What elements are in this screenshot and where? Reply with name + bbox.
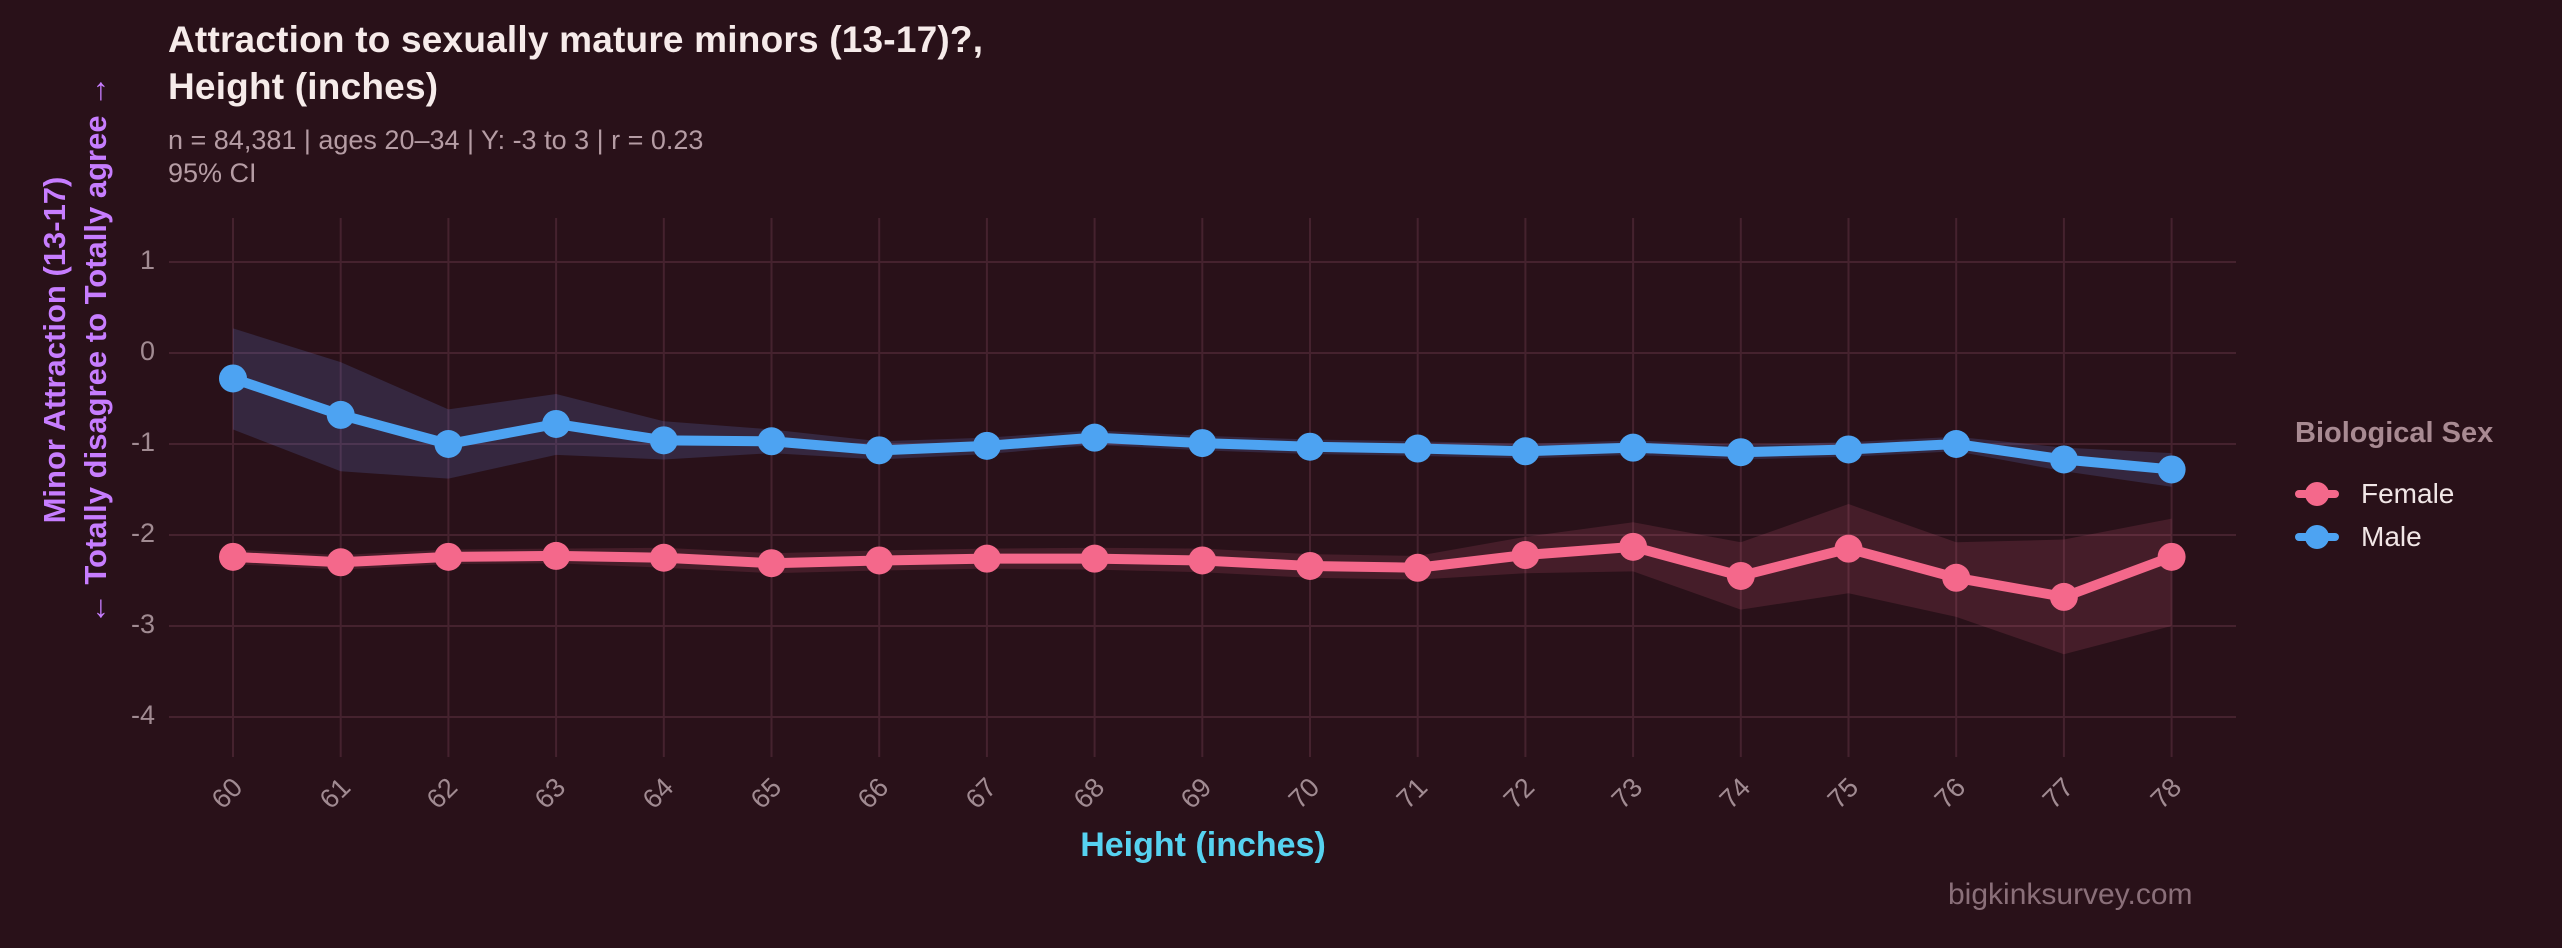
legend-swatch-male [2295,524,2339,549]
legend-swatch-female [2295,481,2339,506]
series-marker-female [1942,563,1971,592]
series-marker-female [1296,551,1324,580]
series-marker-female [1080,544,1109,573]
series-marker-male [1080,423,1109,452]
series-marker-male [1726,438,1755,467]
chart-header: Attraction to sexually mature minors (13… [168,16,983,190]
y-tick-label: 1 [139,245,155,275]
series-marker-male [1942,430,1971,458]
series-marker-female [1726,561,1755,590]
series-marker-male [757,427,786,456]
series-marker-male [1511,437,1540,466]
series-marker-female [1188,546,1217,575]
series-marker-male [1188,429,1217,458]
x-axis-title: Height (inches) [1080,826,1326,864]
series-marker-female [1619,532,1648,561]
legend-marker-dot [2305,524,2329,549]
series-marker-male [2157,455,2186,484]
y-tick-label: -2 [130,518,155,548]
series-marker-male [1403,434,1432,463]
legend-item-male[interactable]: Male [2295,515,2555,558]
ci-band-female [233,504,2172,655]
series-marker-female [434,542,463,571]
series-marker-female [219,542,247,571]
legend-item-female[interactable]: Female [2295,472,2555,515]
chart-subtitle: n = 84,381 | ages 20–34 | Y: -3 to 3 | r… [168,125,704,155]
series-marker-male [1834,435,1863,464]
series-marker-female [1511,541,1540,570]
series-marker-female [2157,542,2186,571]
legend-item-label: Female [2361,477,2455,509]
chart-title-line1: Attraction to sexually mature minors (13… [168,19,984,60]
series-marker-female [649,543,678,572]
series-marker-male [2049,445,2078,474]
y-tick-label: -4 [130,700,155,730]
legend-title: Biological Sex [2295,417,2494,449]
chart-ci-note: 95% CI [168,158,257,188]
site-watermark: bigkinksurvey.com [1948,878,2193,911]
series-marker-male [649,426,678,455]
series-marker-female [865,546,894,575]
series-marker-male [219,364,247,393]
legend-marker-dot [2305,481,2329,506]
series-marker-female [2049,582,2078,611]
series-marker-male [972,431,1001,460]
y-tick-label: -3 [130,609,155,639]
series-marker-female [972,544,1001,573]
series-marker-male [542,409,571,438]
series-marker-male [326,400,355,429]
legend: Biological Sex Female Male [2295,417,2555,558]
series-marker-male [1619,433,1648,462]
y-tick-label: -1 [130,427,155,457]
series-marker-male [1296,432,1324,461]
series-marker-male [434,430,463,458]
series-marker-female [1834,534,1863,563]
y-tick-label: 0 [139,336,155,366]
series-marker-female [326,548,355,577]
legend-item-label: Male [2361,520,2422,552]
series-marker-female [542,541,571,570]
series-marker-female [757,549,786,578]
series-marker-male [865,436,894,465]
series-marker-female [1403,553,1432,582]
chart-title-line2: Height (inches) [168,66,439,107]
